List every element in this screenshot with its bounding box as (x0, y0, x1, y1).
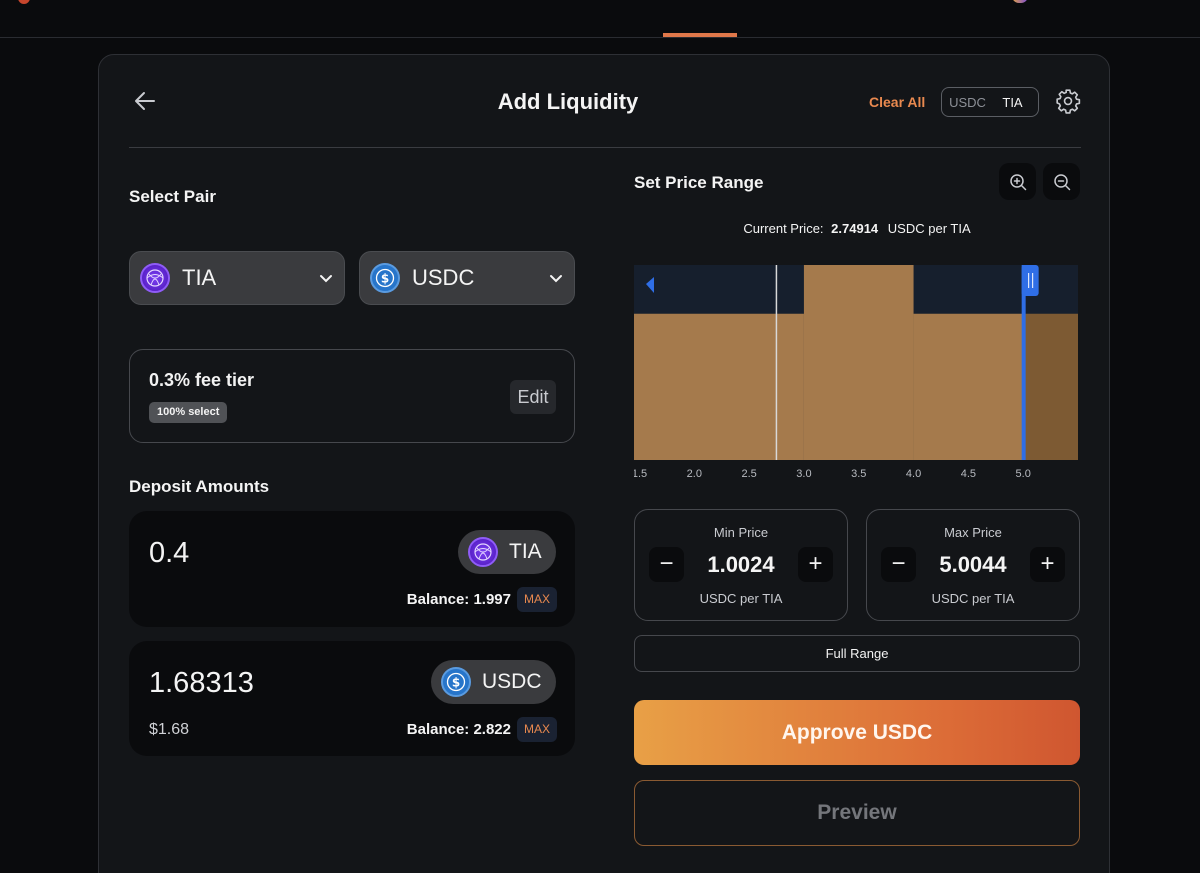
usdc-usd-value: $1.68 (149, 721, 190, 738)
fee-tier-title: 0.3% fee tier (149, 370, 255, 390)
max-price-unit: USDC per TIA (931, 591, 1015, 606)
liquidity-chart-svg: 1.5 2.0 2.5 3.0 3.5 4.0 4.5 5.0 (632, 265, 1078, 480)
current-price-value: 2.74914 (831, 221, 879, 236)
fee-tier-panel: 0.3% fee tier 100% select Edit (129, 349, 575, 443)
deposit-input-usdc: 1.68313 $ USDC $1.68 Balance: 2.822 MAX (129, 641, 575, 756)
token-a-select[interactable]: TIA (129, 251, 345, 305)
usdc-amount-input[interactable]: 1.68313 (149, 667, 254, 699)
current-price-unit: USDC per TIA (887, 221, 971, 236)
wallet-avatar[interactable] (1012, 0, 1028, 3)
x-tick-label: 4.5 (961, 468, 976, 480)
liquidity-bar (913, 313, 1024, 460)
max-price-label: Max Price (944, 525, 1002, 540)
svg-text:$: $ (452, 676, 460, 690)
min-price-input[interactable]: 1.0024 (707, 552, 775, 577)
fee-tier-badge: 100% select (149, 402, 228, 423)
approve-usdc-button[interactable]: Approve USDC (634, 700, 1080, 765)
zoom-in-button[interactable] (999, 163, 1036, 200)
gear-icon (1056, 89, 1081, 114)
x-tick-label: 3.5 (851, 468, 866, 480)
deposit-input-tia: 0.4 TIA Balance: 1.997 MAX (129, 511, 575, 627)
edit-fee-button[interactable]: Edit (510, 380, 556, 414)
liquidity-bar (803, 265, 914, 460)
settings-button[interactable] (1055, 88, 1081, 114)
x-tick-label: 3.0 (796, 468, 811, 480)
min-price-increment-button[interactable]: + (798, 547, 833, 582)
deposit-amounts-label: Deposit Amounts (129, 477, 270, 496)
token-a-symbol: TIA (182, 265, 217, 290)
clear-all-button[interactable]: Clear All (869, 94, 926, 110)
tia-token-label: TIA (509, 540, 542, 563)
zoom-in-icon (1009, 173, 1026, 190)
min-price-panel: Min Price − 1.0024 + USDC per TIA (634, 509, 848, 621)
page-title: Add Liquidity (497, 89, 639, 114)
zoom-out-button[interactable] (1043, 163, 1080, 200)
header-divider (129, 147, 1081, 148)
app-logo[interactable] (18, 0, 30, 4)
chevron-down-icon (320, 275, 332, 283)
tia-token-icon (140, 263, 170, 293)
zoom-out-icon (1053, 173, 1070, 190)
base-token-toggle: USDC TIA (941, 87, 1039, 117)
min-price-label: Min Price (713, 525, 769, 540)
select-pair-label: Select Pair (129, 187, 216, 206)
liquidity-chart[interactable]: 1.5 2.0 2.5 3.0 3.5 4.0 4.5 5.0 (632, 265, 1080, 480)
max-price-decrement-button[interactable]: − (881, 547, 916, 582)
x-tick-label: 4.0 (906, 468, 921, 480)
usdc-max-button[interactable]: MAX (516, 717, 557, 742)
add-liquidity-card: Add Liquidity Clear All USDC TIA Select … (98, 54, 1110, 873)
min-price-decrement-button[interactable]: − (649, 547, 684, 582)
liquidity-bar (634, 313, 804, 460)
current-price-row: Current Price: 2.74914 USDC per TIA (634, 221, 1080, 236)
min-price-unit: USDC per TIA (699, 591, 783, 606)
preview-button[interactable]: Preview (634, 780, 1080, 846)
max-price-increment-button[interactable]: + (1030, 547, 1065, 582)
max-price-panel: Max Price − 5.0044 + USDC per TIA (866, 509, 1080, 621)
min-price-handle (646, 277, 654, 293)
token-b-select[interactable]: $ USDC (359, 251, 575, 305)
usdc-token-pill: $ USDC (431, 660, 556, 704)
usdc-token-icon: $ (441, 667, 471, 697)
active-nav-indicator (663, 33, 737, 37)
x-tick-label: 2.5 (741, 468, 756, 480)
tia-max-button[interactable]: MAX (516, 587, 557, 612)
tia-amount-input[interactable]: 0.4 (149, 537, 190, 569)
svg-text:$: $ (381, 272, 389, 286)
x-tick-label: 5.0 (1016, 468, 1031, 480)
top-nav-bar (0, 0, 1200, 38)
usdc-token-label: USDC (482, 670, 542, 693)
toggle-option-usdc[interactable]: USDC (949, 94, 986, 110)
current-price-label: Current Price: (743, 221, 824, 236)
token-b-symbol: USDC (412, 265, 475, 290)
back-button[interactable] (129, 85, 161, 117)
chevron-down-icon (550, 275, 562, 283)
set-price-range-label: Set Price Range (634, 173, 764, 192)
max-price-handle (1021, 265, 1039, 296)
usdc-token-icon: $ (370, 263, 400, 293)
tia-balance: Balance: 1.997 (406, 591, 511, 608)
tia-token-icon (468, 537, 498, 567)
toggle-option-tia[interactable]: TIA (1002, 94, 1023, 110)
x-tick-label: 1.5 (634, 468, 647, 480)
arrow-left-icon (135, 92, 155, 110)
x-tick-label: 2.0 (687, 468, 702, 480)
tia-token-pill: TIA (458, 530, 556, 574)
full-range-button[interactable]: Full Range (634, 635, 1080, 672)
max-price-input[interactable]: 5.0044 (939, 552, 1007, 577)
usdc-balance: Balance: 2.822 (406, 721, 511, 738)
liquidity-bar (1023, 313, 1078, 460)
